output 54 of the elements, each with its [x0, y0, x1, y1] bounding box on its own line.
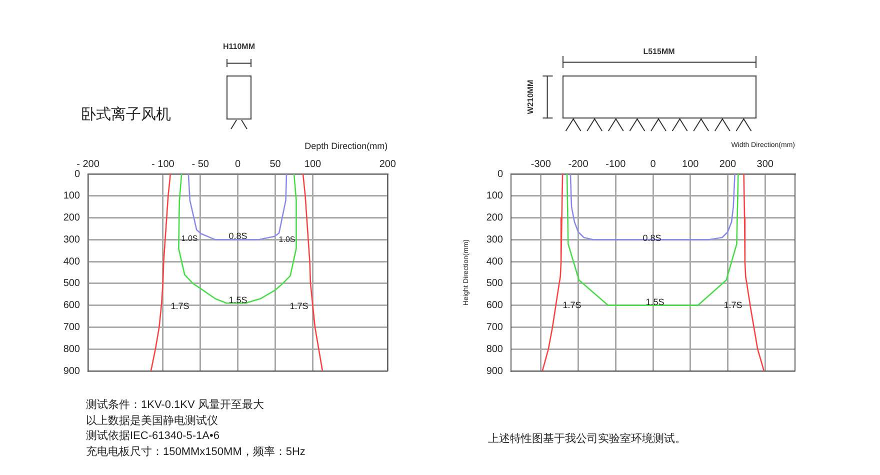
- text: 上述特性图基于我公司实验室环境测试。: [488, 432, 686, 447]
- y-tick-label: 500: [486, 278, 504, 290]
- text: H110MM: [222, 42, 256, 52]
- x-axis-title: Depth Direction(mm): [304, 140, 388, 151]
- x-tick-label: 300: [756, 158, 774, 170]
- y-tick-label: 100: [63, 190, 80, 202]
- text: 充电电板尺寸：150MMx150MM，频率：5Hz: [86, 444, 306, 460]
- y-tick-label: 400: [63, 256, 80, 268]
- text: L515MM: [643, 47, 675, 57]
- y-tick-label: 900: [63, 366, 80, 377]
- annotation: 1.7S: [170, 301, 190, 311]
- x-tick-label: 100: [682, 158, 700, 170]
- y-tick-label: 100: [486, 190, 504, 202]
- x-tick-label: 0: [650, 158, 656, 170]
- x-tick-label: 0: [235, 158, 242, 170]
- annotation: 1.5S: [228, 294, 248, 304]
- x-tick-label: 50: [270, 158, 282, 170]
- y-tick-label: 200: [63, 212, 80, 224]
- annotation: 0.8S: [228, 231, 248, 241]
- y-tick-label: 700: [63, 322, 80, 333]
- y-tick-label: 400: [486, 256, 504, 268]
- annotation: 1.0S: [278, 235, 296, 245]
- annotation: 1.0S: [181, 234, 198, 244]
- x-tick-label: 100: [304, 158, 322, 170]
- y-tick-label: 800: [486, 344, 504, 355]
- y-tick-label: 800: [63, 344, 80, 355]
- text: 以上数据是美国静电测试仪: [86, 414, 219, 428]
- annotation: 1.5S: [646, 297, 664, 307]
- annotation: 1.7S: [724, 300, 742, 310]
- text: 测试依据IEC-61340-5-1A•6: [86, 429, 220, 444]
- y-tick-label: 600: [63, 300, 80, 312]
- y-tick-label: 700: [486, 322, 504, 333]
- x-tick-label: -100: [606, 158, 626, 170]
- x-tick-label: - 200: [76, 158, 100, 170]
- y-tick-label: 300: [63, 234, 80, 246]
- chart-title: 卧式离子风机: [81, 106, 171, 124]
- y-tick-label: 0: [497, 168, 504, 180]
- text: 测试条件：1KV-0.1KV 风量开至最大: [86, 398, 265, 413]
- annotation: 1.7S: [562, 300, 582, 310]
- y-tick-label: 300: [486, 234, 504, 246]
- text: W210MM: [526, 80, 536, 114]
- y-tick-label: 600: [486, 300, 504, 312]
- x-tick-label: 200: [719, 158, 737, 170]
- annotation: 1.7S: [290, 301, 308, 311]
- y-tick-label: 0: [74, 168, 80, 180]
- x-tick-label: - 100: [152, 158, 175, 170]
- annotation: 0.8S: [642, 232, 662, 242]
- x-tick-label: 200: [379, 158, 396, 170]
- x-tick-label: -200: [568, 158, 589, 170]
- y-tick-label: 200: [486, 212, 504, 224]
- y-tick-label: 900: [486, 366, 504, 377]
- y-tick-label: 500: [63, 278, 80, 290]
- x-tick-label: - 50: [192, 158, 210, 170]
- x-tick-label: -300: [530, 158, 552, 170]
